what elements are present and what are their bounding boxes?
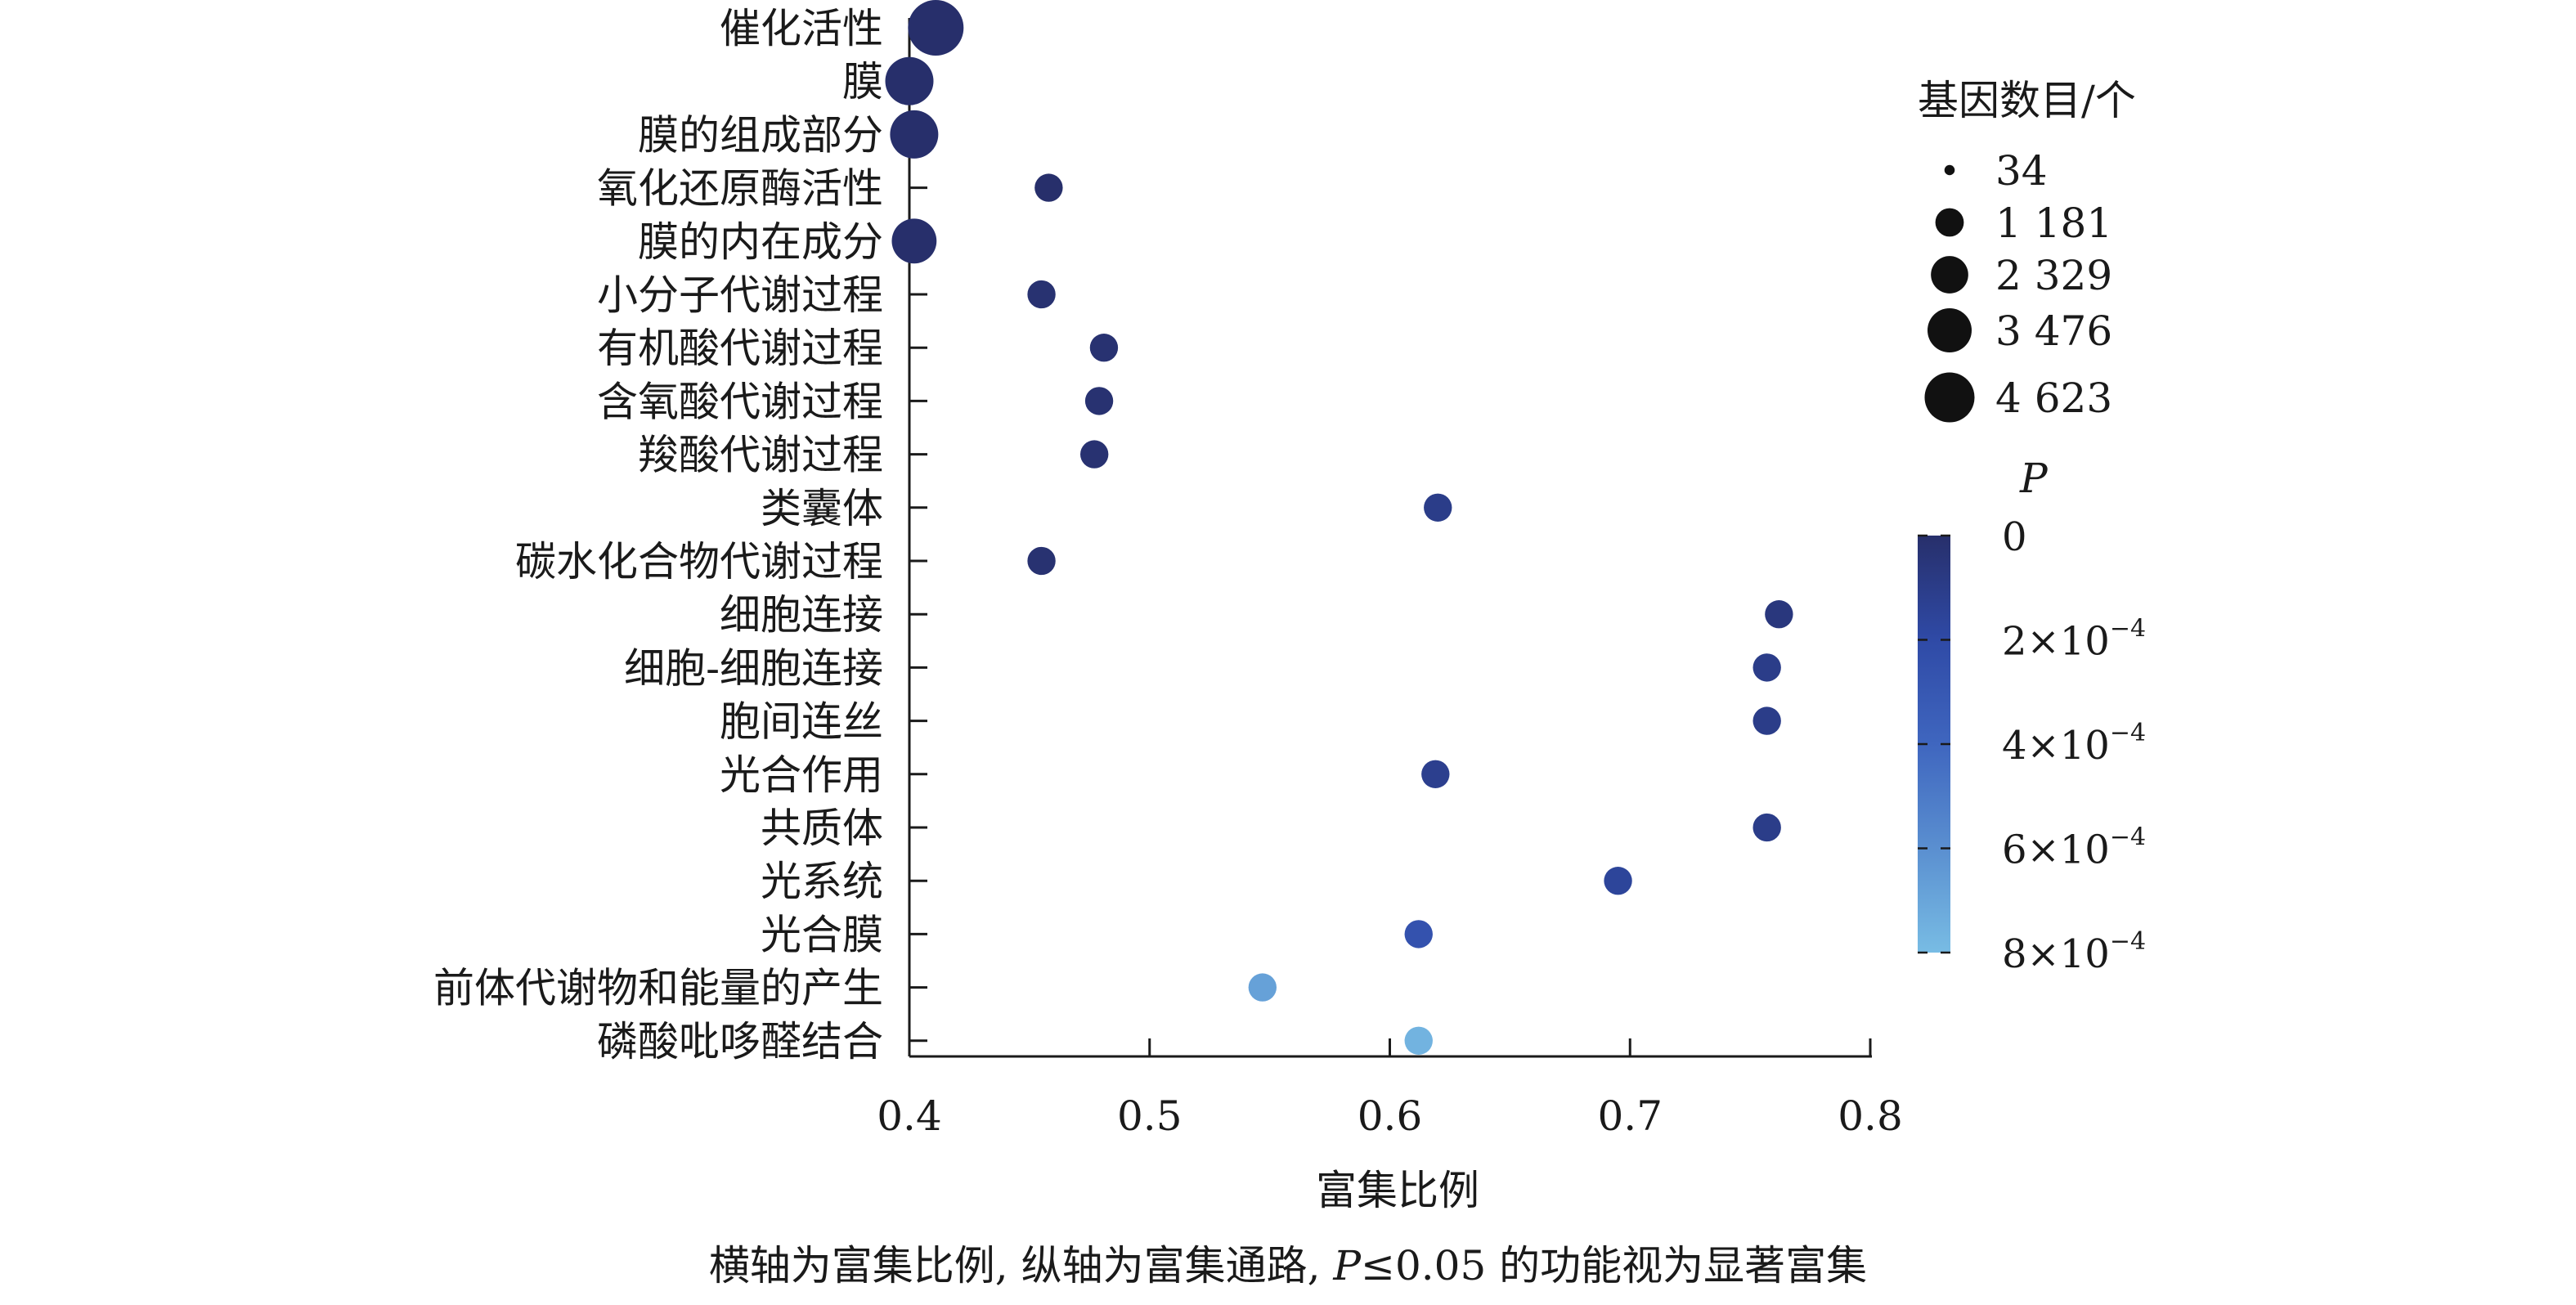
size-legend-marker xyxy=(1928,308,1972,352)
color-tick-label: 8×10−4 xyxy=(2002,927,2146,977)
data-point xyxy=(891,218,937,264)
color-legend-title: P xyxy=(2019,455,2049,502)
y-tick-label: 光合膜 xyxy=(761,911,883,958)
x-tick-label: 0.7 xyxy=(1597,1092,1663,1140)
size-legend-label: 4 623 xyxy=(1995,374,2112,422)
y-tick-label: 膜的内在成分 xyxy=(638,218,883,266)
data-point xyxy=(1404,1026,1433,1055)
size-legend-title: 基因数目/个 xyxy=(1918,77,2136,124)
x-tick-label: 0.6 xyxy=(1358,1092,1423,1140)
data-point xyxy=(1752,813,1781,842)
data-point xyxy=(1089,334,1119,362)
y-tick-label: 共质体 xyxy=(761,805,883,852)
data-point xyxy=(1752,653,1781,682)
caption-part2: ≤0.05 的功能视为显著富集 xyxy=(1361,1242,1868,1289)
y-tick-label: 羧酸代谢过程 xyxy=(638,432,883,479)
color-tick-label: 0 xyxy=(2002,514,2027,560)
size-legend-marker xyxy=(1924,372,1975,423)
x-axis-title: 富集比例 xyxy=(1316,1167,1479,1214)
y-tick-label: 含氧酸代谢过程 xyxy=(597,378,883,425)
data-point xyxy=(1421,760,1450,788)
data-point xyxy=(885,56,934,105)
y-tick-label: 光系统 xyxy=(761,858,883,905)
size-legend-marker xyxy=(1944,164,1955,176)
color-tick-label: 2×10−4 xyxy=(2002,615,2146,665)
axes: 0.4 0.5 0.6 0.7 0.8 催化活性膜膜的组成部分氧化还原酶活性膜的内在成分小… xyxy=(433,5,1903,1140)
y-tick-label: 催化活性 xyxy=(720,5,883,52)
data-point xyxy=(1765,600,1793,629)
y-tick-label: 氧化还原酶活性 xyxy=(597,165,883,213)
y-tick-label: 磷酸吡哆醛结合 xyxy=(597,1018,883,1065)
data-point xyxy=(1424,493,1452,522)
data-point xyxy=(1604,867,1632,895)
y-tick-label: 小分子代谢过程 xyxy=(597,271,883,319)
data-point xyxy=(1027,546,1056,576)
caption-p-symbol: P xyxy=(1333,1242,1362,1289)
color-legend: P 0 2×10−4 4×10−4 6×10−4 8×10−4 xyxy=(1918,455,2146,977)
figure-caption: 横轴为富集比例, 纵轴为富集通路, P≤0.05 的功能视为显著富集 xyxy=(0,1233,2576,1292)
y-tick-label: 膜的组成部分 xyxy=(638,111,883,159)
x-tick-label: 0.4 xyxy=(877,1092,942,1140)
y-tick-label: 有机酸代谢过程 xyxy=(597,325,883,372)
data-point xyxy=(1752,706,1781,735)
y-tick-label: 类囊体 xyxy=(761,485,883,532)
data-point xyxy=(1080,440,1109,469)
data-point xyxy=(1027,280,1056,309)
data-point xyxy=(890,110,939,159)
size-legend-label: 1 181 xyxy=(1995,200,2112,247)
size-legend-marker xyxy=(1935,208,1964,237)
caption-part1: 横轴为富集比例, 纵轴为富集通路, xyxy=(708,1242,1334,1289)
data-point xyxy=(1034,173,1063,202)
y-tick-label: 胞间连丝 xyxy=(720,698,883,746)
x-tick-label: 0.8 xyxy=(1838,1092,1903,1140)
size-legend-label: 2 329 xyxy=(1995,252,2112,299)
size-legend-label: 34 xyxy=(1995,147,2048,195)
y-tick-label: 细胞连接 xyxy=(720,591,883,639)
color-tick-label: 4×10−4 xyxy=(2002,719,2146,769)
y-tick-label: 膜 xyxy=(842,58,883,105)
y-tick-label: 光合作用 xyxy=(720,751,883,799)
data-point xyxy=(1404,920,1433,948)
color-tick-label: 6×10−4 xyxy=(2002,823,2146,873)
data-points xyxy=(885,0,1793,1055)
size-legend-marker xyxy=(1931,256,1968,294)
size-legend: 基因数目/个 34 1 181 2 329 3 476 4 623 xyxy=(1918,77,2136,423)
y-tick-label: 细胞-细胞连接 xyxy=(624,644,883,692)
data-point xyxy=(1248,973,1277,1002)
y-tick-label: 碳水化合物代谢过程 xyxy=(515,538,883,585)
data-point xyxy=(1084,387,1114,415)
x-tick-label: 0.5 xyxy=(1117,1092,1183,1140)
size-legend-label: 3 476 xyxy=(1995,307,2112,355)
data-point xyxy=(908,0,964,56)
y-tick-label: 前体代谢物和能量的产生 xyxy=(433,965,883,1012)
